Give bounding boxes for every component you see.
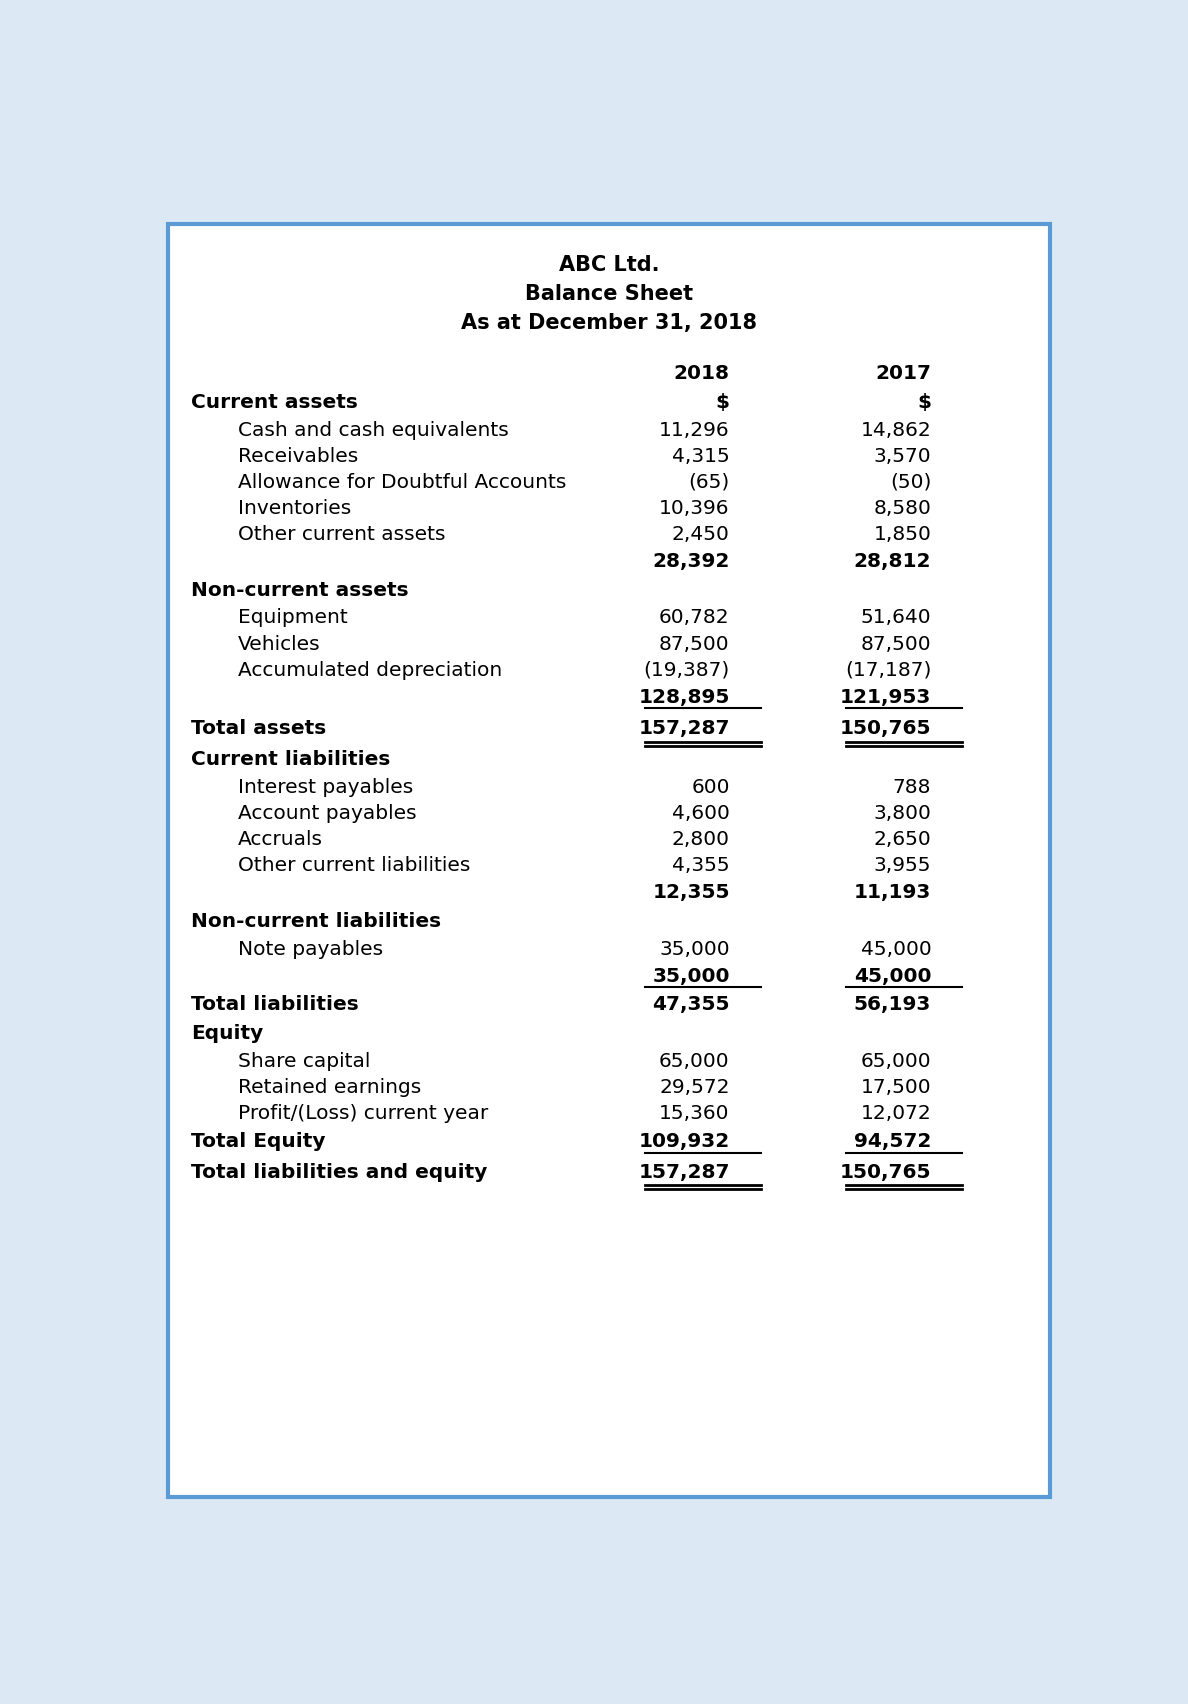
Text: 11,296: 11,296 [659, 421, 729, 440]
Text: (19,387): (19,387) [644, 661, 729, 680]
Text: ABC Ltd.: ABC Ltd. [558, 254, 659, 274]
Text: 4,355: 4,355 [672, 857, 729, 876]
Text: 17,500: 17,500 [860, 1079, 931, 1097]
Text: 600: 600 [691, 777, 729, 797]
Text: 2018: 2018 [674, 363, 729, 383]
Text: Current liabilities: Current liabilities [191, 750, 391, 769]
Text: Retained earnings: Retained earnings [238, 1079, 421, 1097]
Text: Interest payables: Interest payables [238, 777, 413, 797]
Text: 87,500: 87,500 [659, 634, 729, 654]
Text: 12,355: 12,355 [652, 883, 729, 903]
Text: Total liabilities and equity: Total liabilities and equity [191, 1162, 487, 1183]
Text: 60,782: 60,782 [659, 608, 729, 627]
Text: 65,000: 65,000 [659, 1051, 729, 1072]
Text: 10,396: 10,396 [659, 499, 729, 518]
Text: 157,287: 157,287 [638, 719, 729, 738]
Text: Non-current assets: Non-current assets [191, 581, 409, 600]
Text: 2,800: 2,800 [671, 830, 729, 849]
Text: Allowance for Doubtful Accounts: Allowance for Doubtful Accounts [238, 474, 565, 492]
Text: Inventories: Inventories [238, 499, 350, 518]
Text: 128,895: 128,895 [638, 688, 729, 707]
Text: Share capital: Share capital [238, 1051, 369, 1072]
Text: 11,193: 11,193 [854, 883, 931, 903]
Text: Accumulated depreciation: Accumulated depreciation [238, 661, 501, 680]
Text: Other current liabilities: Other current liabilities [238, 857, 470, 876]
Text: 14,862: 14,862 [860, 421, 931, 440]
Text: Receivables: Receivables [238, 446, 358, 465]
Text: Non-current liabilities: Non-current liabilities [191, 912, 441, 930]
Text: (50): (50) [890, 474, 931, 492]
Text: 51,640: 51,640 [860, 608, 931, 627]
Text: Current assets: Current assets [191, 394, 358, 412]
Text: 12,072: 12,072 [860, 1104, 931, 1123]
Text: Account payables: Account payables [238, 804, 416, 823]
Text: 28,812: 28,812 [854, 552, 931, 571]
Text: Balance Sheet: Balance Sheet [525, 285, 693, 303]
Text: 45,000: 45,000 [854, 966, 931, 985]
Text: 4,315: 4,315 [672, 446, 729, 465]
Text: 3,955: 3,955 [873, 857, 931, 876]
Text: 150,765: 150,765 [840, 719, 931, 738]
Text: $: $ [715, 394, 729, 412]
Text: 109,932: 109,932 [638, 1131, 729, 1152]
Text: As at December 31, 2018: As at December 31, 2018 [461, 314, 757, 332]
Text: 157,287: 157,287 [638, 1162, 729, 1183]
Text: Other current assets: Other current assets [238, 525, 446, 544]
Text: 1,850: 1,850 [873, 525, 931, 544]
Text: Total assets: Total assets [191, 719, 327, 738]
Text: Note payables: Note payables [238, 939, 383, 959]
Text: 2,450: 2,450 [672, 525, 729, 544]
Text: 28,392: 28,392 [652, 552, 729, 571]
Text: 87,500: 87,500 [860, 634, 931, 654]
Text: $: $ [917, 394, 931, 412]
Text: Vehicles: Vehicles [238, 634, 321, 654]
FancyBboxPatch shape [168, 223, 1050, 1498]
Text: 121,953: 121,953 [840, 688, 931, 707]
Text: Accruals: Accruals [238, 830, 323, 849]
Text: Equity: Equity [191, 1024, 264, 1043]
Text: Equipment: Equipment [238, 608, 347, 627]
Text: 2017: 2017 [876, 363, 931, 383]
Text: (65): (65) [689, 474, 729, 492]
Text: Total liabilities: Total liabilities [191, 995, 359, 1014]
Text: 150,765: 150,765 [840, 1162, 931, 1183]
Text: 35,000: 35,000 [652, 966, 729, 985]
Text: (17,187): (17,187) [845, 661, 931, 680]
Text: 15,360: 15,360 [659, 1104, 729, 1123]
Text: 3,570: 3,570 [873, 446, 931, 465]
Text: 35,000: 35,000 [659, 939, 729, 959]
Text: 29,572: 29,572 [659, 1079, 729, 1097]
Text: 56,193: 56,193 [854, 995, 931, 1014]
Text: 47,355: 47,355 [652, 995, 729, 1014]
Text: 45,000: 45,000 [860, 939, 931, 959]
Text: 2,650: 2,650 [873, 830, 931, 849]
Text: 3,800: 3,800 [873, 804, 931, 823]
Text: 788: 788 [892, 777, 931, 797]
Text: 65,000: 65,000 [860, 1051, 931, 1072]
Text: Profit/(Loss) current year: Profit/(Loss) current year [238, 1104, 488, 1123]
Text: 8,580: 8,580 [873, 499, 931, 518]
Text: 4,600: 4,600 [672, 804, 729, 823]
Text: Cash and cash equivalents: Cash and cash equivalents [238, 421, 508, 440]
Text: 94,572: 94,572 [854, 1131, 931, 1152]
Text: Total Equity: Total Equity [191, 1131, 326, 1152]
